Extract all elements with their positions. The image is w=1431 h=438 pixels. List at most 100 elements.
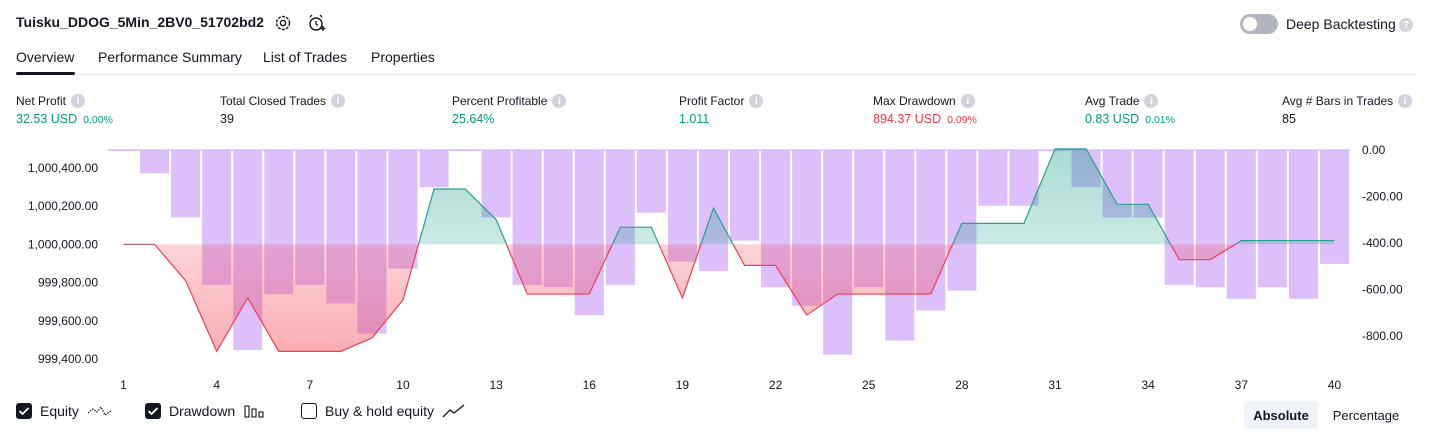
tab-performance-summary[interactable]: Performance Summary <box>98 49 242 65</box>
drawdown-bar <box>636 150 666 213</box>
metric-value: 39 <box>220 112 234 126</box>
metric-label: Avg # Bars in Trades <box>1282 94 1394 108</box>
x-axis-tick: 22 <box>769 378 783 392</box>
drawdown-bar <box>947 150 977 291</box>
drawdown-bar <box>978 150 1008 206</box>
metric-label: Total Closed Trades <box>220 94 327 108</box>
x-axis-tick: 40 <box>1328 378 1342 392</box>
equity-drawdown-chart[interactable]: 1,000,400.00 1,000,200.00 1,000,000.00 999,… <box>0 140 1431 395</box>
x-axis-tick: 34 <box>1141 378 1155 392</box>
drawdown-bar <box>1319 150 1349 264</box>
equity-loss-area <box>154 244 1236 352</box>
info-icon[interactable]: i <box>331 94 346 108</box>
deep-backtesting-toggle[interactable] <box>1240 14 1278 34</box>
info-icon[interactable]: i <box>552 94 567 108</box>
equity-line-loss <box>123 244 1237 353</box>
metric-value: 894.37 USD <box>873 112 942 126</box>
tabs-divider <box>16 73 1415 76</box>
metric-avg-bars-in-trades: Avg # Bars in Trades i 85 <box>1282 94 1413 126</box>
deep-backtesting-label: Deep Backtesting <box>1286 16 1396 32</box>
drawdown-bar <box>419 150 449 188</box>
x-axis-tick: 4 <box>213 378 220 392</box>
x-axis-tick: 25 <box>862 378 876 392</box>
info-icon[interactable]: i <box>1144 94 1159 108</box>
percentage-button[interactable]: Percentage <box>1332 407 1400 423</box>
right-axis-tick: -600.00 <box>1362 283 1403 297</box>
equity-checkbox[interactable] <box>16 403 32 419</box>
left-axis-tick: 999,800.00 <box>38 276 98 290</box>
left-axis-tick: 999,400.00 <box>38 352 98 366</box>
trend-line-icon <box>442 404 465 418</box>
drawdown-bar <box>1226 150 1256 299</box>
drawdown-bar <box>171 150 201 218</box>
drawdown-bar <box>605 150 635 285</box>
absolute-button[interactable]: Absolute <box>1244 401 1318 429</box>
drawdown-bar <box>1009 150 1039 206</box>
left-axis-tick: 1,000,400.00 <box>28 161 98 175</box>
left-axis-tick: 999,600.00 <box>38 314 98 328</box>
equity-profit-area <box>123 148 1335 245</box>
metric-value: 0.83 USD <box>1085 112 1140 126</box>
equity-line-icon <box>87 405 112 416</box>
tab-overview[interactable]: Overview <box>16 49 75 65</box>
x-axis-tick: 13 <box>489 378 503 392</box>
metric-label: Avg Trade <box>1085 94 1140 108</box>
x-axis-tick: 16 <box>583 378 597 392</box>
x-axis-tick: 28 <box>955 378 969 392</box>
buyhold-label: Buy & hold equity <box>325 403 434 419</box>
drawdown-bar <box>140 150 170 174</box>
tab-properties[interactable]: Properties <box>371 49 435 65</box>
drawdown-bar <box>1164 150 1194 285</box>
right-axis-tick: -200.00 <box>1362 190 1403 204</box>
metric-max-drawdown: Max Drawdown i 894.37 USD 0.09% <box>873 94 977 126</box>
drawdown-bar <box>109 150 139 152</box>
info-icon[interactable]: i <box>1398 94 1413 108</box>
alarm-clock-plus-icon[interactable] <box>306 12 328 34</box>
info-icon[interactable]: i <box>960 94 975 108</box>
metric-percent: 0.09% <box>947 114 977 126</box>
left-axis-tick: 1,000,000.00 <box>28 237 98 251</box>
x-axis-tick: 7 <box>306 378 313 392</box>
metric-label: Profit Factor <box>679 94 745 108</box>
metric-profit-factor: Profit Factor i 1.011 <box>679 94 764 126</box>
drawdown-bar <box>667 150 697 262</box>
metric-label: Net Profit <box>16 94 67 108</box>
toggle-knob <box>1243 17 1257 31</box>
help-icon[interactable]: ? <box>1399 18 1413 32</box>
metric-value: 1.011 <box>679 112 710 126</box>
metric-label: Percent Profitable <box>452 94 548 108</box>
buyhold-checkbox[interactable] <box>301 403 317 419</box>
right-axis-tick: -800.00 <box>1362 329 1403 343</box>
drawdown-bar <box>1195 150 1225 288</box>
x-axis-tick: 31 <box>1048 378 1062 392</box>
legend-equity[interactable]: Equity <box>16 403 113 419</box>
left-axis-tick: 1,000,200.00 <box>28 199 98 213</box>
info-icon[interactable]: i <box>749 94 764 108</box>
metric-label: Max Drawdown <box>873 94 956 108</box>
gear-icon[interactable] <box>272 12 294 34</box>
equity-line-profit <box>123 148 1335 245</box>
drawdown-label: Drawdown <box>169 403 236 419</box>
equity-label: Equity <box>40 403 79 419</box>
right-axis-tick: -400.00 <box>1362 236 1403 250</box>
bars-icon <box>244 405 264 418</box>
x-axis-tick: 10 <box>396 378 410 392</box>
info-icon[interactable]: i <box>71 94 86 108</box>
drawdown-bar <box>1257 150 1287 288</box>
drawdown-bar <box>1288 150 1318 299</box>
legend-drawdown[interactable]: Drawdown <box>145 403 265 419</box>
x-axis-tick: 19 <box>676 378 690 392</box>
metric-value: 25.64% <box>452 112 495 126</box>
strategy-title: Tuisku_DDOG_5Min_2BV0_51702bd2 <box>16 14 264 30</box>
legend-buy-hold[interactable]: Buy & hold equity <box>301 403 466 419</box>
metric-avg-trade: Avg Trade i 0.83 USD 0.01% <box>1085 94 1175 126</box>
right-axis-tick: 0.00 <box>1362 143 1386 157</box>
metric-value: 32.53 USD <box>16 112 78 126</box>
tab-list-of-trades[interactable]: List of Trades <box>263 49 348 65</box>
metric-percent: 0.01% <box>1145 114 1175 126</box>
metric-value: 85 <box>1282 112 1296 126</box>
x-axis-tick: 37 <box>1235 378 1249 392</box>
drawdown-bar <box>481 150 511 218</box>
metric-net-profit: Net Profit i 32.53 USD 0.00% <box>16 94 113 126</box>
drawdown-checkbox[interactable] <box>145 403 161 419</box>
